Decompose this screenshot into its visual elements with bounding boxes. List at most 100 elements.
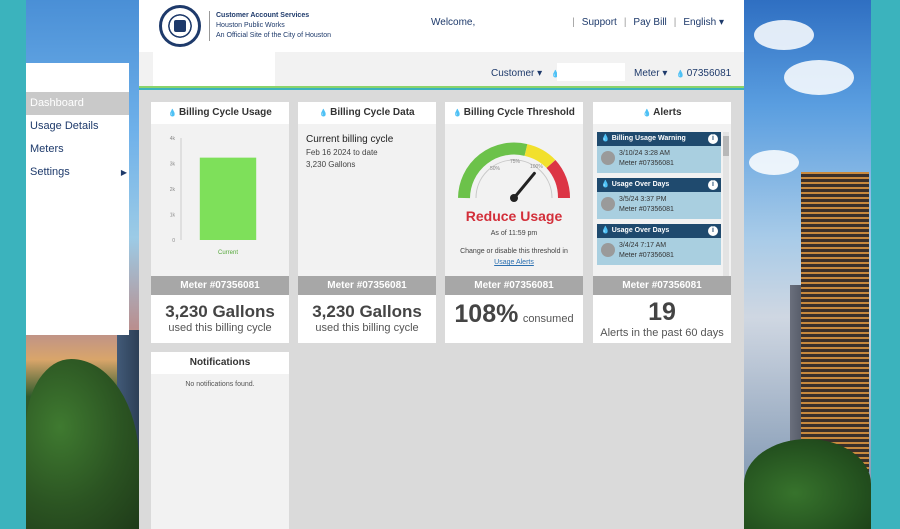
- info-icon[interactable]: i: [708, 180, 718, 190]
- alert-body: 3/10/24 3:28 AM Meter #07356081: [597, 146, 721, 173]
- alert-body: 3/4/24 7:17 AM Meter #07356081: [597, 238, 721, 265]
- alert-header: 💧 Usage Over Days i: [597, 178, 721, 192]
- threshold-note: Change or disable this threshold in Usag…: [445, 246, 583, 268]
- meter-avatar-icon: [601, 243, 615, 257]
- billing-cycle-threshold-card: 💧 Billing Cycle Threshold 50% 75% 100% Re…: [445, 102, 583, 343]
- scrollbar-thumb[interactable]: [723, 136, 729, 156]
- background-cloud: [749, 150, 799, 175]
- alert-type: Usage Over Days: [611, 181, 670, 188]
- alert-type: Usage Over Days: [611, 227, 670, 234]
- billing-cycle-usage-card: 💧 Billing Cycle Usage 0 1k 2k 3k 4k Current Me…: [151, 102, 289, 343]
- meter-label-bar: Meter #07356081: [298, 276, 436, 295]
- link-divider: |: [673, 17, 677, 28]
- alerts-body: 💧 Billing Usage Warning i 3/10/24 3:28 AM M…: [593, 124, 731, 276]
- drop-icon: 💧: [676, 71, 685, 78]
- threshold-caption: consumed: [522, 313, 574, 325]
- usage-total: 3,230 Gallons: [165, 302, 275, 321]
- card-footer: 3,230 Gallons used this billing cycle: [298, 302, 436, 334]
- background-trees: [744, 439, 871, 529]
- alert-item[interactable]: 💧 Usage Over Days i 3/5/24 3:37 PM Meter #0…: [597, 178, 721, 219]
- card-title: Billing Cycle Data: [330, 107, 415, 118]
- alerts-count: 19: [648, 298, 676, 326]
- meter-label-bar: Meter #07356081: [593, 276, 731, 295]
- sidebar-nav: Dashboard Usage Details Meters Settings ▶: [26, 63, 129, 335]
- sidebar-item-label: Dashboard: [30, 97, 84, 109]
- alert-header: 💧 Usage Over Days i: [597, 224, 721, 238]
- background-cloud: [784, 60, 854, 95]
- link-divider: |: [572, 17, 575, 28]
- card-footer: 19 Alerts in the past 60 days: [593, 298, 731, 339]
- gauge-tick-label: 75%: [510, 159, 521, 165]
- chart-y-tick-label: 2k: [170, 187, 176, 193]
- sidebar-item-dashboard[interactable]: Dashboard: [26, 92, 129, 115]
- sidebar-item-usage-details[interactable]: Usage Details: [26, 115, 129, 138]
- agency-subtitle: Houston Public Works: [216, 22, 285, 29]
- support-link[interactable]: Support: [581, 17, 617, 28]
- card-title: Billing Cycle Threshold: [463, 107, 575, 118]
- drop-icon: 💧: [601, 181, 610, 188]
- threshold-percent: 108%: [454, 300, 519, 328]
- usage-alerts-link[interactable]: Usage Alerts: [494, 259, 534, 266]
- card-title: Billing Cycle Usage: [178, 107, 272, 118]
- welcome-text: Welcome,: [431, 17, 476, 28]
- data-caption: used this billing cycle: [315, 322, 419, 334]
- dashboard-main: 💧 Billing Cycle Usage 0 1k 2k 3k 4k Current Me…: [139, 90, 744, 529]
- meter-dropdown[interactable]: Meter ▾: [634, 68, 668, 79]
- threshold-status: Reduce Usage: [465, 208, 563, 224]
- alert-type: Billing Usage Warning: [611, 135, 686, 142]
- card-header: 💧 Billing Cycle Data: [298, 102, 436, 124]
- gauge-tick-label: 50%: [490, 166, 501, 172]
- gauge-needle: [512, 171, 536, 200]
- notifications-empty: No notifications found.: [151, 374, 289, 529]
- sidebar-item-label: Meters: [30, 143, 64, 155]
- sidebar-item-meters[interactable]: Meters: [26, 138, 129, 161]
- alert-meter: Meter #07356081: [619, 206, 674, 213]
- drop-icon: 💧: [642, 110, 652, 117]
- alert-item[interactable]: 💧 Usage Over Days i 3/4/24 7:17 AM Meter #0…: [597, 224, 721, 265]
- language-selector[interactable]: English ▾: [683, 17, 724, 28]
- alerts-list[interactable]: 💧 Billing Usage Warning i 3/10/24 3:28 AM M…: [597, 132, 721, 276]
- pay-bill-link[interactable]: Pay Bill: [633, 17, 667, 28]
- city-seal-logo[interactable]: [159, 5, 201, 47]
- alert-item[interactable]: 💧 Billing Usage Warning i 3/10/24 3:28 AM M…: [597, 132, 721, 173]
- drop-icon: 💧: [601, 135, 610, 142]
- sidebar-item-label: Settings: [30, 166, 70, 178]
- gauge-hub: [510, 194, 518, 202]
- gauge-tick-label: 100%: [530, 164, 543, 170]
- threshold-timestamp: As of 11:59 pm: [490, 230, 538, 237]
- usage-caption: used this billing cycle: [168, 322, 272, 334]
- card-footer: 108% consumed: [445, 300, 583, 329]
- background-right-image: [744, 0, 871, 529]
- alert-date: 3/4/24 7:17 AM: [619, 242, 667, 249]
- info-icon[interactable]: i: [708, 226, 718, 236]
- gauge-inner-scale: [475, 159, 553, 199]
- chart-y-tick-label: 4k: [170, 136, 176, 142]
- card-header: 💧 Billing Cycle Threshold: [445, 102, 583, 124]
- alert-date: 3/10/24 3:28 AM: [619, 150, 670, 157]
- drop-icon: 💧: [601, 227, 610, 234]
- gauge-yellow-segment: [524, 144, 556, 169]
- drop-icon: 💧: [453, 110, 462, 117]
- chart-y-tick-label: 0: [172, 238, 175, 244]
- billing-data-body: Current billing cycle Feb 16 2024 to dat…: [298, 124, 436, 276]
- agency-title: Customer Account Services: [216, 12, 310, 19]
- notifications-title: Notifications: [189, 357, 251, 368]
- threshold-body: 50% 75% 100% Reduce Usage As of 11:59 pm…: [445, 124, 583, 276]
- card-header: 💧 Alerts: [593, 102, 731, 124]
- alert-body: 3/5/24 3:37 PM Meter #07356081: [597, 192, 721, 219]
- drop-icon: 💧: [319, 110, 329, 117]
- chart-bar[interactable]: [199, 157, 257, 240]
- alerts-scrollbar[interactable]: [723, 132, 729, 276]
- billing-cycle-data-card: 💧 Billing Cycle Data Current billing cycl…: [298, 102, 436, 343]
- sidebar-item-settings[interactable]: Settings ▶: [26, 161, 129, 184]
- drop-icon: 💧: [168, 110, 177, 117]
- info-icon[interactable]: i: [708, 134, 718, 144]
- link-divider: |: [623, 17, 627, 28]
- card-footer: 3,230 Gallons used this billing cycle: [151, 302, 289, 334]
- alerts-card: 💧 Alerts 💧 Billing Usage Warning i 3/10/24 …: [593, 102, 731, 343]
- customer-dropdown[interactable]: Customer ▾ 💧: [491, 68, 562, 79]
- customer-input[interactable]: [557, 63, 625, 81]
- background-building: [801, 172, 869, 472]
- usage-chart-area: 0 1k 2k 3k 4k Current: [151, 124, 289, 276]
- billing-cycle-dates: Feb 16 2024 to date: [306, 148, 378, 157]
